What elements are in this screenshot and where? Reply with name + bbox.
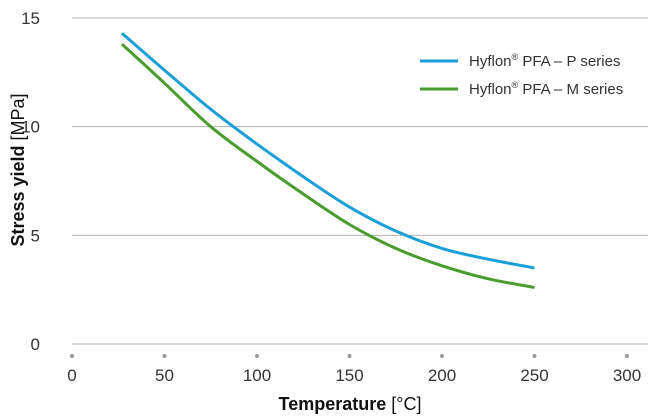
x-tick-label: 100 (243, 366, 271, 385)
x-tick-mark (70, 354, 74, 358)
y-tick-label: 0 (31, 335, 40, 354)
y-axis-ticks: 0 5 10 15 (21, 9, 40, 354)
legend-registered-mark: ® (512, 80, 519, 90)
legend-label: Hyflon® PFA – P series (469, 52, 620, 70)
legend-label: Hyflon® PFA – M series (469, 80, 623, 98)
legend-series-name: PFA – P series (518, 53, 620, 70)
x-tick-label: 50 (155, 366, 174, 385)
x-tick-label: 0 (67, 366, 76, 385)
legend-brand: Hyflon (469, 81, 512, 98)
x-tick-mark (625, 354, 629, 358)
x-tick-mark (347, 354, 352, 358)
x-tick-mark (162, 354, 167, 358)
legend-brand: Hyflon (469, 53, 512, 70)
series-lines (120, 32, 535, 289)
x-axis-title: Temperature [°C] (279, 394, 422, 414)
x-tick-label: 200 (428, 366, 456, 385)
x-tick-label: 300 (613, 366, 641, 385)
legend-registered-mark: ® (512, 52, 519, 62)
x-tick-mark (532, 354, 537, 358)
y-axis-title-bold: Stress yield (8, 145, 28, 246)
x-axis-title-bold: Temperature (279, 394, 387, 414)
y-axis-title: Stress yield [MPa] (8, 93, 28, 246)
y-tick-label: 15 (21, 9, 40, 28)
x-tick-label: 250 (520, 366, 548, 385)
series-line-1 (120, 42, 535, 289)
grid-lines (72, 17, 648, 345)
legend-series-name: PFA – M series (518, 81, 623, 98)
x-tick-mark (440, 354, 444, 358)
x-tick-mark (255, 354, 259, 358)
y-tick-label: 5 (31, 226, 40, 245)
x-tick-label: 150 (335, 366, 363, 385)
x-axis-ticks: 0 50 100 150 200 250 300 (67, 354, 641, 385)
series-line-0 (120, 32, 535, 270)
y-tick-label: 10 (21, 118, 40, 137)
y-axis-title-unit: [MPa] (8, 93, 28, 145)
x-axis-title-unit: [°C] (386, 394, 421, 414)
